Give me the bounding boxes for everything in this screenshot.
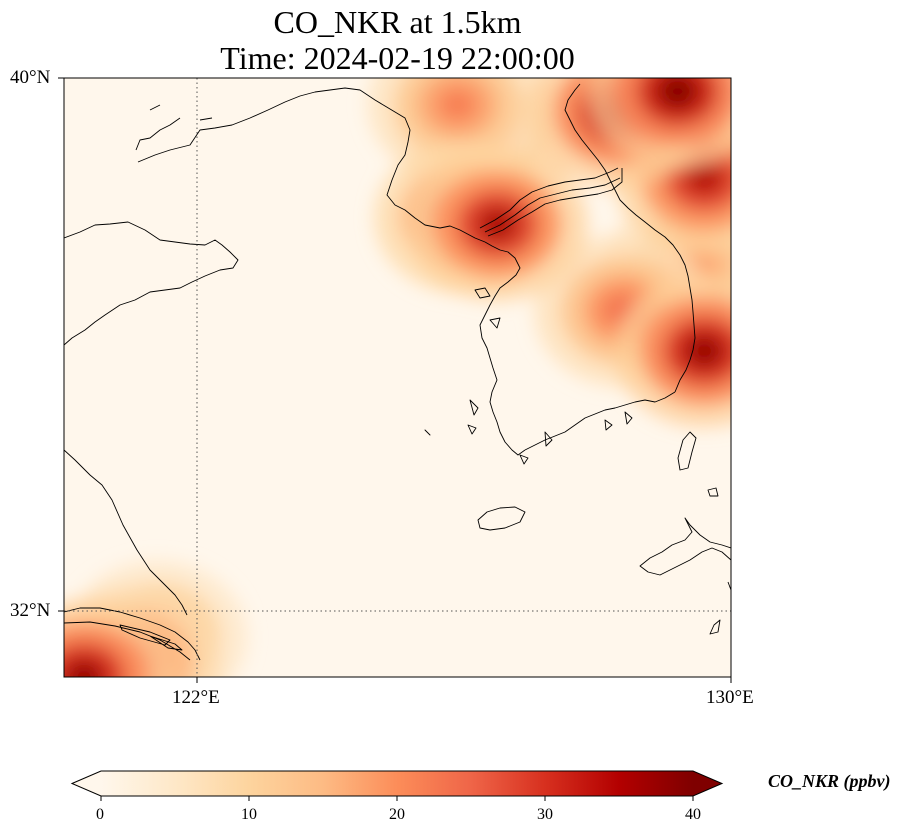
- colorbar-tick-30: 30: [537, 806, 553, 823]
- korea-west-coast: [479, 241, 526, 456]
- colorbar-tick-20: 20: [389, 806, 405, 823]
- colorbar-ticks: [100, 796, 694, 801]
- colorbar-tick-0: 0: [96, 806, 104, 823]
- kyushu: [639, 487, 731, 635]
- colorbar: [70, 770, 724, 801]
- lat-label-32n: 32°N: [10, 600, 51, 621]
- hotspot-9-contour-3: [64, 659, 105, 677]
- shandong-coast: [64, 221, 239, 346]
- lat-label-40n: 40°N: [10, 67, 51, 88]
- tsushima: [677, 431, 697, 471]
- axis-ticks: [58, 77, 732, 683]
- lon-label-122e: 122°E: [172, 687, 220, 708]
- colorbar-extend-max: [693, 771, 722, 796]
- hotspot-3-contour-3: [477, 207, 518, 242]
- liaodong-bay: [135, 87, 486, 243]
- hotspot-5-contour-3: [684, 333, 725, 368]
- colorbar-tick-40: 40: [685, 806, 701, 823]
- colorbar-tick-10: 10: [241, 806, 257, 823]
- colorbar-label: CO_NKR (ppbv): [768, 771, 891, 791]
- lon-label-130e: 130°E: [706, 687, 754, 708]
- korea-islands: [424, 287, 633, 465]
- hotspot-2-contour-3: [684, 160, 725, 195]
- colorbar-extend-min: [72, 771, 101, 796]
- map-frame: [63, 77, 732, 678]
- map-title-line1: CO_NKR at 1.5km: [273, 4, 522, 40]
- concentration-field: [64, 78, 731, 677]
- map-title-line2: Time: 2024-02-19 22:00:00: [220, 40, 575, 76]
- yangtze-estuary: [64, 607, 201, 661]
- china-coast: [64, 449, 188, 616]
- korea-east-coast: [564, 83, 696, 393]
- jeju-island: [477, 506, 526, 531]
- dmz-border: [479, 167, 623, 237]
- hotspot-7-contour-3: [437, 87, 478, 122]
- colorbar-gradient: [101, 771, 693, 796]
- gridlines: [64, 78, 731, 677]
- hotspot-1-contour-3: [657, 78, 698, 109]
- coastlines: [64, 83, 731, 661]
